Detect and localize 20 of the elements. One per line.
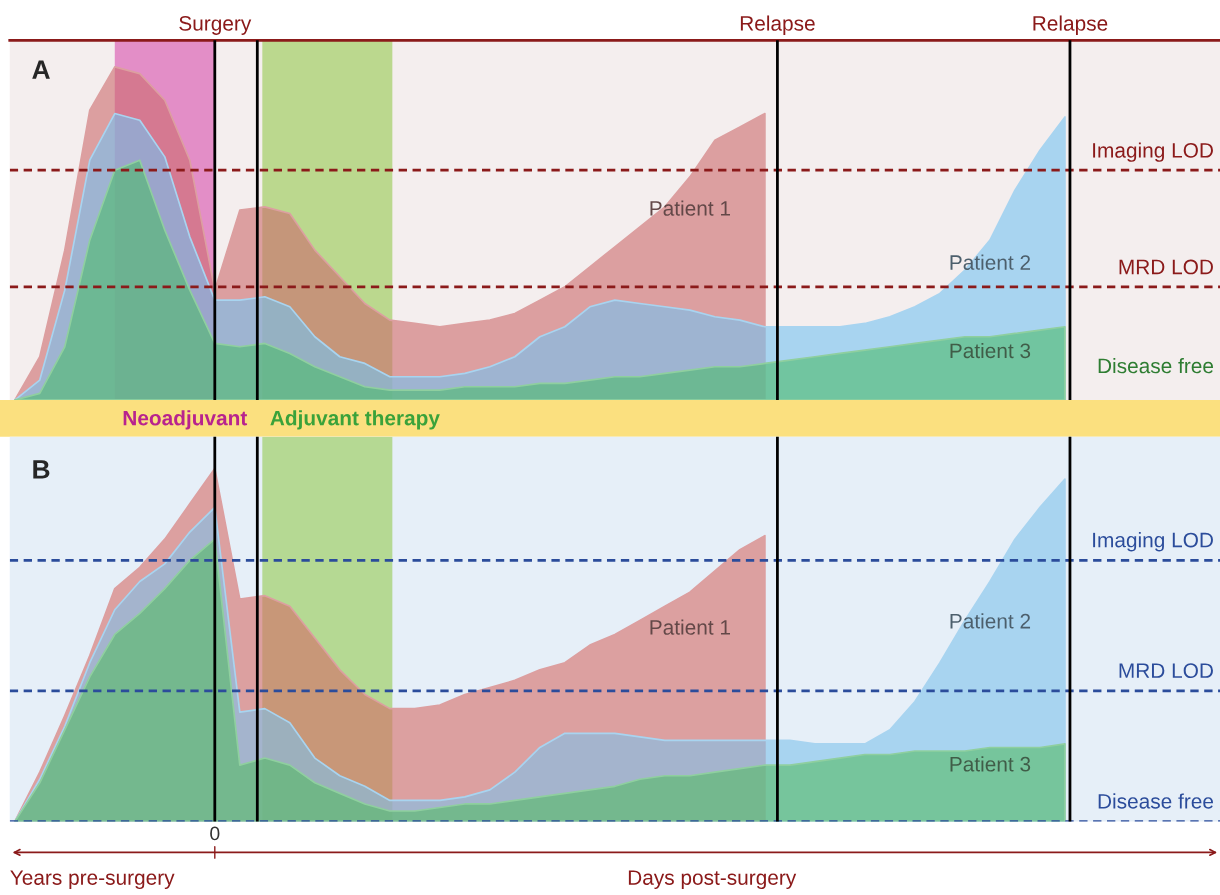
text: Disease free xyxy=(1098,357,1214,374)
ref-line-label: MRD LOD xyxy=(1119,663,1213,679)
ref-line-label: MRD LOD xyxy=(1119,259,1213,275)
text: 0 xyxy=(210,826,220,841)
chart-title: B xyxy=(33,460,50,479)
chart-title: A xyxy=(32,60,50,79)
ref-line-label: Imaging LOD xyxy=(1093,142,1213,162)
series-label: Patient 2 xyxy=(950,613,1031,629)
text: Years pre-surgery xyxy=(10,870,175,890)
series-label: Patient 1 xyxy=(650,619,730,635)
text: Relapse xyxy=(740,15,815,35)
ref-line-label: Disease free xyxy=(1098,793,1214,809)
text: Surgery xyxy=(179,16,252,35)
series-label: Patient 3 xyxy=(950,756,1031,772)
ref-line-label: Imaging LOD xyxy=(1093,532,1213,552)
text: Neoadjuvant xyxy=(123,410,248,430)
x-axis-title: Days post-surgery xyxy=(628,870,797,890)
text: Adjuvant therapy xyxy=(270,410,440,430)
text: Relapse xyxy=(1033,15,1108,35)
series-label: Patient 3 xyxy=(950,342,1031,359)
